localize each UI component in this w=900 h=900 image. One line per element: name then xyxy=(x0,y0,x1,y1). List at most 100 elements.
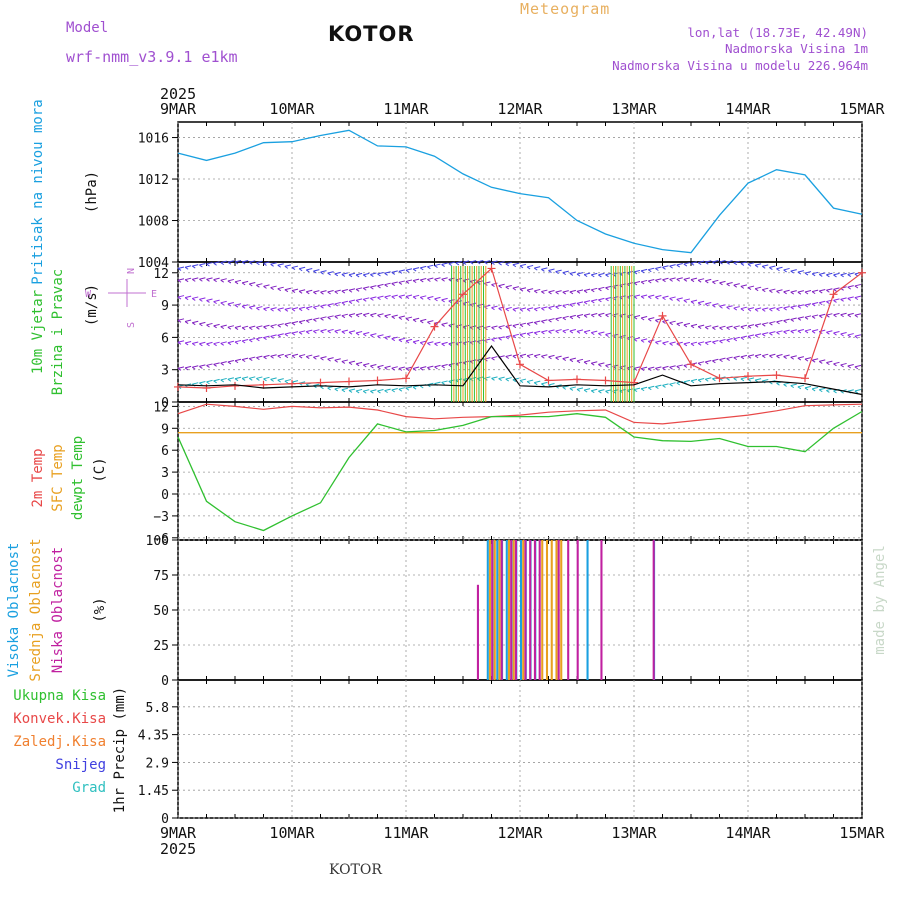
compass-west: W xyxy=(85,289,92,300)
wind-arrow xyxy=(697,379,702,383)
wind-arrow xyxy=(256,376,263,379)
wind-arrow xyxy=(391,281,398,285)
wind-arrow xyxy=(576,289,584,292)
wind-arrow xyxy=(177,319,182,323)
wind-arrow xyxy=(804,290,812,293)
meteogram-label: Meteogram xyxy=(520,0,611,18)
wind-arrow xyxy=(562,290,569,293)
wind-arrow xyxy=(662,365,669,369)
wind-arrow xyxy=(470,302,477,306)
panel-ylabel: 10m Vjetar xyxy=(30,290,46,374)
wind-arrow xyxy=(491,305,498,309)
wind-arrow xyxy=(434,296,441,300)
wind-arrow xyxy=(484,338,491,341)
wind-arrow xyxy=(334,291,339,295)
panel-ylabel: (C) xyxy=(92,457,108,482)
y-tick-label: 5.8 xyxy=(146,701,169,716)
wind-arrow xyxy=(783,384,787,387)
wind-arrow xyxy=(227,359,234,363)
wind-arrow xyxy=(576,388,581,392)
wind-arrow xyxy=(804,272,809,276)
wind-arrow xyxy=(804,387,809,391)
wind-arrow xyxy=(241,261,246,265)
wind-arrow xyxy=(334,358,341,361)
model-label: Model xyxy=(66,20,109,36)
wind-arrow xyxy=(462,261,467,265)
wind-arrow xyxy=(192,296,199,299)
wind-arrow xyxy=(790,306,795,310)
wind-arrow xyxy=(555,291,559,295)
wind-arrow xyxy=(434,277,441,280)
wind-arrow xyxy=(811,316,816,319)
wind-arrow xyxy=(519,288,524,292)
wind-arrow xyxy=(783,331,787,335)
wind-arrow xyxy=(412,341,417,345)
wind-arrow xyxy=(356,331,363,334)
wind-arrow xyxy=(441,278,445,282)
wind-arrow xyxy=(704,326,709,330)
wind-arrow xyxy=(790,355,797,358)
wind-arrow xyxy=(697,262,702,266)
wind-arrow xyxy=(747,355,752,359)
wind-arrow xyxy=(583,274,588,278)
wind-arrow xyxy=(256,284,260,288)
wind-arrow xyxy=(284,355,289,359)
wind-arrow xyxy=(299,306,306,310)
wind-arrow xyxy=(533,355,538,359)
wind-arrow xyxy=(191,265,196,269)
wind-arrow xyxy=(762,287,769,291)
wind-arrow xyxy=(662,279,666,283)
wind-arrow xyxy=(648,339,655,342)
wind-arrow xyxy=(669,365,676,368)
wind-arrow xyxy=(491,377,495,381)
wind-arrow xyxy=(248,377,253,381)
wind-arrow xyxy=(341,387,348,391)
wind-arrow xyxy=(754,334,759,338)
wind-arrow xyxy=(683,263,688,267)
wind-arrow xyxy=(705,278,712,282)
wind-arrow xyxy=(241,327,246,331)
wind-arrow xyxy=(263,337,267,341)
wind-arrow xyxy=(263,354,270,358)
wind-arrow xyxy=(740,326,745,330)
wind-arrow xyxy=(598,272,605,276)
wind-arrow xyxy=(555,304,562,308)
wind-arrow xyxy=(320,270,327,273)
wind-arrow xyxy=(655,384,662,388)
wind-arrow xyxy=(548,270,552,273)
wind-arrow xyxy=(491,307,495,311)
wind-arrow xyxy=(313,330,317,334)
wind-arrow xyxy=(584,329,591,333)
wind-arrow xyxy=(698,324,705,328)
wind-arrow xyxy=(277,324,282,328)
wind-arrow xyxy=(519,332,527,336)
wind-arrow xyxy=(277,323,284,326)
wind-arrow xyxy=(441,323,445,327)
wind-arrow xyxy=(313,270,317,274)
wind-arrow xyxy=(733,260,740,264)
wind-arrow xyxy=(548,330,552,334)
wind-arrow xyxy=(598,297,605,301)
wind-arrow xyxy=(242,325,249,329)
wind-arrow xyxy=(719,339,726,342)
wind-arrow xyxy=(512,264,517,268)
gust-marker xyxy=(174,382,182,391)
wind-arrow xyxy=(355,274,360,278)
wind-arrow xyxy=(562,358,567,362)
wind-arrow xyxy=(256,283,263,286)
wind-arrow xyxy=(541,331,545,335)
wind-arrow xyxy=(605,332,612,336)
wind-arrow xyxy=(527,307,534,310)
wind-arrow xyxy=(420,318,427,322)
wind-arrow xyxy=(712,325,719,329)
wind-arrow xyxy=(733,284,738,288)
wind-arrow xyxy=(541,354,548,357)
wind-arrow xyxy=(227,326,232,330)
wind-arrow xyxy=(441,343,445,347)
wind-arrow xyxy=(227,278,234,282)
wind-arrow xyxy=(441,365,445,369)
wind-arrow xyxy=(683,322,690,326)
wind-arrow xyxy=(384,282,391,286)
wind-arrow xyxy=(847,363,854,367)
wind-arrow xyxy=(776,321,780,325)
